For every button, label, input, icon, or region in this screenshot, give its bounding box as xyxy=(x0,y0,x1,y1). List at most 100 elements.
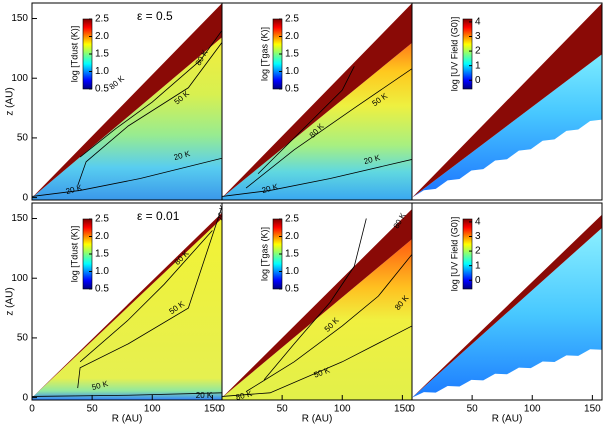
map-region xyxy=(32,37,222,200)
colorbar-tick-label: 1 xyxy=(475,260,481,271)
x-tick-label: 150 xyxy=(204,404,221,415)
contour-line xyxy=(32,157,222,197)
x-tick-label: 0 xyxy=(409,404,415,415)
hot-wedge xyxy=(412,3,602,198)
y-axis-label: z (AU) xyxy=(5,287,16,315)
colorbar-tick-label: 0 xyxy=(475,275,481,286)
colorbar-label: log [Tgas (K)] xyxy=(259,27,269,81)
colorbar-label: log [Tgas (K)] xyxy=(259,227,269,281)
x-axis-label: R (AU) xyxy=(492,414,523,425)
contour-line xyxy=(245,254,412,392)
contour-label: 20 K xyxy=(363,153,382,166)
map-region xyxy=(222,42,412,200)
colorbar-tick-label: 4 xyxy=(475,17,481,28)
panel: 0 1 2 3 4 log [UV Field (G0)] xyxy=(411,2,603,201)
contour-label: 20 K xyxy=(261,182,280,195)
colorbar-tick-label: 2.5 xyxy=(95,214,109,225)
contour-label: 50 K xyxy=(91,379,110,392)
colorbar-tick-label: 2.0 xyxy=(95,231,109,242)
colorbar-tick-label: 1.5 xyxy=(95,49,109,60)
x-tick-label: 100 xyxy=(524,404,541,415)
y-tick-label: 0 xyxy=(22,192,28,203)
x-tick-label: 150 xyxy=(584,404,601,415)
y-tick-label: 100 xyxy=(11,73,28,84)
colorbar-tick-label: 1.0 xyxy=(95,66,109,77)
colorbar-tick-label: 0.5 xyxy=(285,284,299,295)
x-tick-label: 50 xyxy=(467,404,479,415)
contour-line xyxy=(222,325,412,397)
x-tick-label: 150 xyxy=(394,404,411,415)
y-tick-label: 150 xyxy=(11,13,28,24)
colorbar-tick-label: 3 xyxy=(475,31,481,42)
y-tick-label: 50 xyxy=(17,333,29,344)
contour-line xyxy=(77,42,222,186)
panel: 80 K50 K50 K20 K20 K0 50 100 150050100150R … xyxy=(5,202,228,425)
x-tick-label: 0 xyxy=(29,404,35,415)
contour-line xyxy=(222,159,412,197)
contour-line xyxy=(79,30,222,158)
colorbar-tick-label: 1.0 xyxy=(285,66,299,77)
x-axis-label: R (AU) xyxy=(112,414,143,425)
contour-label: 20 K xyxy=(173,149,192,162)
panel: 0 50 100 150 R (AU) 0 1 2 3 4 log [UV Field (G0)] xyxy=(409,202,603,425)
y-tick-label: 50 xyxy=(17,133,29,144)
colorbar-tick-label: 2.0 xyxy=(95,31,109,42)
contour-line xyxy=(79,230,213,363)
colorbar-tick-label: 1.0 xyxy=(95,266,109,277)
colorbar-tick-label: 2.5 xyxy=(285,14,299,25)
colorbar-tick-label: 1 xyxy=(475,60,481,71)
hot-wedge xyxy=(412,214,602,398)
unlit-region xyxy=(412,349,602,400)
colorbar-tick-label: 4 xyxy=(475,217,481,228)
colorbar-tick-label: 2.5 xyxy=(95,14,109,25)
colorbar-tick-label: 2.5 xyxy=(285,214,299,225)
colorbar xyxy=(462,218,473,290)
colorbar-tick-label: 2.0 xyxy=(285,231,299,242)
contour-line xyxy=(245,68,412,189)
x-axis-label: R (AU) xyxy=(302,414,333,425)
hot-wedge xyxy=(222,3,412,198)
colorbar-label: log [Tdust (K)] xyxy=(69,226,79,283)
contour-label: 20 K xyxy=(216,203,228,221)
colorbar-tick-label: 0.5 xyxy=(95,84,109,95)
colorbar-tick-label: 1.0 xyxy=(285,266,299,277)
axes-frame xyxy=(411,202,603,401)
axes-frame xyxy=(411,2,603,201)
contour-line xyxy=(32,392,222,397)
y-tick-label: 150 xyxy=(11,213,28,224)
x-tick-label: 100 xyxy=(334,404,351,415)
contour-line xyxy=(263,218,367,380)
contour-label: 80 K xyxy=(235,389,254,402)
epsilon-label: ε = 0.5 xyxy=(137,9,173,23)
x-tick-label: 50 xyxy=(87,404,99,415)
colorbar-tick-label: 1.5 xyxy=(285,249,299,260)
colorbar-tick-label: 0.5 xyxy=(285,84,299,95)
map-region xyxy=(222,239,412,400)
y-tick-label: 100 xyxy=(11,273,28,284)
hot-wedge xyxy=(222,208,412,398)
x-tick-label: 100 xyxy=(144,404,161,415)
colorbar-tick-label: 3 xyxy=(475,231,481,242)
colorbar-tick-label: 2.0 xyxy=(285,31,299,42)
colorbar-tick-label: 0 xyxy=(475,75,481,86)
contour-label: 20 K xyxy=(196,391,213,400)
colorbar xyxy=(462,18,473,90)
colorbar-tick-label: 1.5 xyxy=(285,49,299,60)
colorbar-tick-label: 0.5 xyxy=(95,284,109,295)
y-axis-label: z (AU) xyxy=(5,87,16,115)
colorbar-label: log [UV Field (G0)] xyxy=(449,17,459,92)
colorbar-label: log [Tdust (K)] xyxy=(69,26,79,83)
contour-label: 20 K xyxy=(65,183,84,196)
y-tick-label: 0 xyxy=(22,392,28,403)
colorbar-tick-label: 2 xyxy=(475,46,481,57)
colorbar-label: log [UV Field (G0)] xyxy=(449,217,459,292)
colorbar-tick-label: 1.5 xyxy=(95,249,109,260)
unlit-region xyxy=(412,119,602,200)
contour-line xyxy=(257,66,355,175)
hot-wedge xyxy=(32,3,222,198)
x-tick-label: 0 xyxy=(219,404,225,415)
